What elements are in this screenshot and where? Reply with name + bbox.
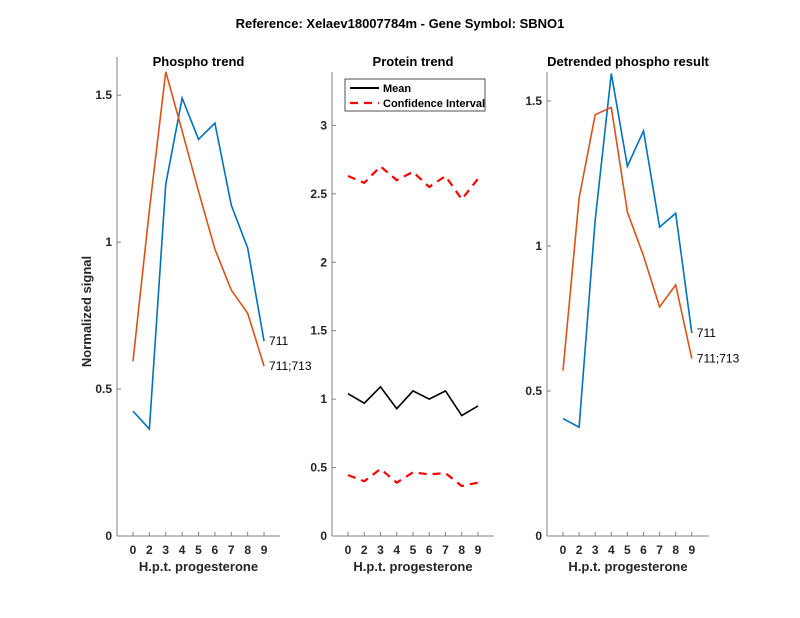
detrended-phospho-end-label-711-713: 711;713: [697, 352, 740, 366]
phospho-trend-xtick-label: 9: [261, 543, 268, 557]
protein-trend-xlabel: H.p.t. progesterone: [353, 559, 472, 574]
phospho-trend-xtick-label: 5: [195, 543, 202, 557]
protein-trend-series-mean: [347, 385, 479, 417]
phospho-trend-ytick-label: 0.5: [95, 382, 112, 396]
legend-entry-mean: Mean: [383, 83, 411, 95]
protein-trend-ytick-label: 2: [320, 255, 327, 269]
detrended-phospho-xtick-label: 9: [688, 543, 695, 557]
phospho-trend-ytick-label: 0: [105, 529, 112, 543]
protein-trend-ytick-label: 3: [320, 118, 327, 132]
phospho-trend-ytick-label: 1.5: [95, 88, 112, 102]
detrended-phospho-xtick-label: 3: [592, 543, 599, 557]
protein-trend-xtick-label: 0: [345, 543, 352, 557]
protein-trend-xtick-label: 7: [442, 543, 449, 557]
detrended-phospho-title: Detrended phospho result: [547, 54, 709, 69]
detrended-phospho-xtick-label: 6: [640, 543, 647, 557]
protein-trend-xtick-label: 4: [393, 543, 400, 557]
protein-trend-series-confidence-interval-lower: [347, 467, 479, 488]
protein-trend-series-confidence-interval-upper: [347, 164, 479, 202]
detrended-phospho-xtick-label: 4: [608, 543, 615, 557]
phospho-trend-end-label-711: 711: [269, 334, 288, 348]
detrended-phospho-ytick-label: 0: [535, 529, 542, 543]
phospho-trend-ytick-label: 1: [105, 235, 112, 249]
protein-trend-xtick-label: 8: [458, 543, 465, 557]
figure-title: Reference: Xelaev18007784m - Gene Symbol…: [236, 16, 565, 31]
detrended-phospho-xtick-label: 8: [672, 543, 679, 557]
phospho-trend-xtick-label: 6: [212, 543, 219, 557]
phospho-trend-end-label-711-713: 711;713: [269, 359, 312, 373]
phospho-trend-xtick-label: 4: [179, 543, 186, 557]
phospho-trend-xtick-label: 2: [146, 543, 153, 557]
phospho-trend-ylabel: Normalized signal: [79, 256, 94, 367]
protein-trend-xtick-label: 9: [475, 543, 482, 557]
protein-trend-xtick-label: 5: [410, 543, 417, 557]
detrended-phospho-xtick-label: 7: [656, 543, 663, 557]
protein-trend-xtick-label: 6: [426, 543, 433, 557]
protein-trend-ytick-label: 0: [320, 529, 327, 543]
phospho-trend-series-711: [132, 95, 265, 431]
protein-trend-ytick-label: 1.5: [310, 324, 327, 338]
detrended-phospho-series-711: [562, 73, 693, 429]
detrended-phospho-xtick-label: 2: [576, 543, 583, 557]
phospho-trend-xlabel: H.p.t. progesterone: [139, 559, 258, 574]
detrended-phospho-ytick-label: 0.5: [525, 384, 542, 398]
detrended-phospho-xtick-label: 0: [560, 543, 567, 557]
detrended-phospho-xtick-label: 5: [624, 543, 631, 557]
detrended-phospho-end-label-711: 711: [697, 326, 716, 340]
phospho-trend-xtick-label: 8: [244, 543, 251, 557]
protein-trend-xtick-label: 2: [361, 543, 368, 557]
legend-entry-confidence-interval: Confidence Interval: [383, 98, 485, 110]
detrended-phospho-series-711-713: [562, 106, 693, 371]
phospho-trend-xtick-label: 0: [130, 543, 137, 557]
protein-trend-ytick-label: 1: [320, 392, 327, 406]
phospho-trend-xtick-label: 7: [228, 543, 235, 557]
phospho-trend-title: Phospho trend: [153, 54, 245, 69]
protein-trend-xtick-label: 3: [377, 543, 384, 557]
detrended-phospho-ytick-label: 1: [535, 239, 542, 253]
protein-legend: Mean Confidence Interval: [344, 78, 486, 112]
protein-trend-title: Protein trend: [373, 54, 454, 69]
legend-box: [344, 78, 486, 112]
detrended-phospho-xlabel: H.p.t. progesterone: [568, 559, 687, 574]
phospho-trend-series-711-713: [132, 71, 265, 367]
protein-trend-ytick-label: 0.5: [310, 461, 327, 475]
detrended-phospho-ytick-label: 1.5: [525, 94, 542, 108]
phospho-trend-xtick-label: 3: [162, 543, 169, 557]
protein-trend-ytick-label: 2.5: [310, 187, 327, 201]
